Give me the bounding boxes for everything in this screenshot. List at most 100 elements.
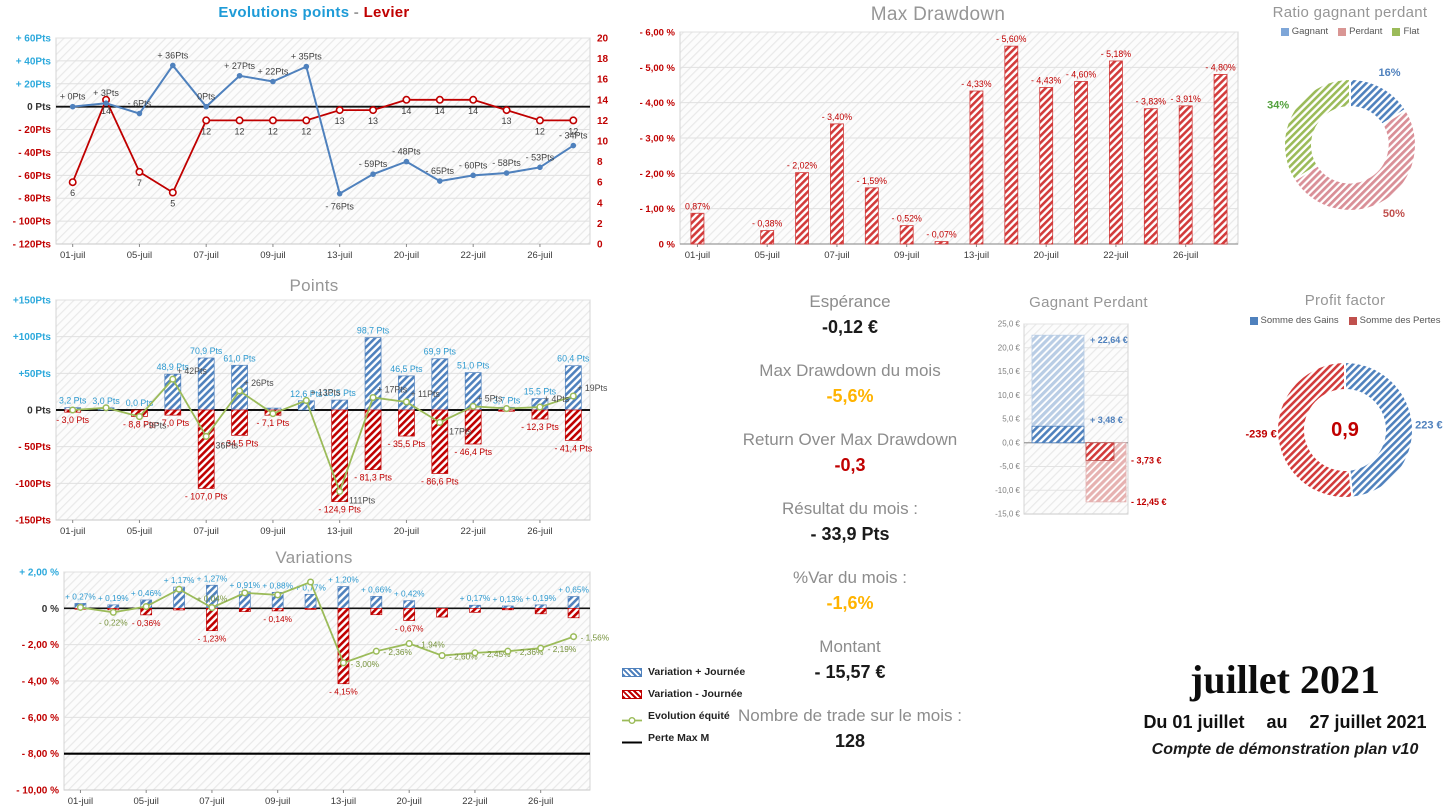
svg-text:61,0 Pts: 61,0 Pts xyxy=(223,353,256,363)
svg-text:- 0,22%: - 0,22% xyxy=(99,617,128,627)
svg-text:01-juil: 01-juil xyxy=(60,526,85,537)
svg-text:+ 35Pts: + 35Pts xyxy=(291,52,322,62)
svg-text:4: 4 xyxy=(597,198,603,209)
svg-text:- 12,45 €: - 12,45 € xyxy=(1131,497,1167,507)
svg-text:12: 12 xyxy=(235,126,245,136)
svg-text:+ 36Pts: + 36Pts xyxy=(157,50,188,60)
svg-text:+ 0,19%: + 0,19% xyxy=(98,593,129,603)
svg-text:01-juil: 01-juil xyxy=(685,250,710,261)
svg-text:51,0 Pts: 51,0 Pts xyxy=(457,361,490,371)
svg-text:14: 14 xyxy=(468,106,478,116)
svg-text:14: 14 xyxy=(401,106,411,116)
svg-text:- 6,00 %: - 6,00 % xyxy=(640,28,676,39)
ratio-donut-chart: 16% 50% 34% xyxy=(1267,67,1417,220)
stat-value: -1,6% xyxy=(826,593,874,613)
legend-label: Variation + Journée xyxy=(648,666,746,678)
stat-label: Résultat du mois : xyxy=(781,499,919,518)
legend-label: Evolution équité xyxy=(648,710,730,722)
svg-text:- 0,52%: - 0,52% xyxy=(892,214,922,224)
evolutions-title-text: Evolutions points xyxy=(218,4,350,21)
stat-label: Return Over Max Drawdown xyxy=(742,430,958,449)
svg-text:14: 14 xyxy=(101,106,111,116)
svg-text:22-juil: 22-juil xyxy=(461,250,486,261)
svg-text:+ 11Pts: + 11Pts xyxy=(410,389,440,399)
points-panel: Points +150Pts +100Pts +50Pts 0 Pts - 50Pts -… xyxy=(6,274,622,546)
svg-text:07-juil: 07-juil xyxy=(824,250,849,261)
svg-text:- 1,94%: - 1,94% xyxy=(416,640,445,650)
svg-text:-15,0 €: -15,0 € xyxy=(995,510,1020,519)
stat-value: -0,12 € xyxy=(821,317,879,337)
svg-text:- 9Pts: - 9Pts xyxy=(143,421,167,431)
monthly-stats: Espérance -0,12 € Max Drawdown du mois -5,6… xyxy=(700,292,1000,775)
svg-text:0 Pts: 0 Pts xyxy=(27,406,51,417)
legend-label: Variation - Journée xyxy=(648,688,743,700)
svg-text:+ 0,27%: + 0,27% xyxy=(65,591,96,601)
svg-text:20-juil: 20-juil xyxy=(394,526,419,537)
svg-text:-10,0 €: -10,0 € xyxy=(995,486,1020,495)
svg-text:+ 0,88%: + 0,88% xyxy=(262,580,293,590)
svg-text:+ 0,13%: + 0,13% xyxy=(492,594,523,604)
svg-text:13-juil: 13-juil xyxy=(964,250,989,261)
svg-text:2: 2 xyxy=(597,219,603,230)
svg-text:- 59Pts: - 59Pts xyxy=(359,159,388,169)
svg-text:12: 12 xyxy=(597,116,609,127)
svg-text:- 1,56%: - 1,56% xyxy=(581,633,610,643)
svg-text:14: 14 xyxy=(435,106,445,116)
svg-text:- 3,91%: - 3,91% xyxy=(1171,94,1201,104)
stat-value: -0,3 xyxy=(834,455,866,475)
svg-text:20,0 €: 20,0 € xyxy=(998,343,1021,352)
svg-text:- 2,00 %: - 2,00 % xyxy=(22,640,59,651)
svg-text:- 2,02%: - 2,02% xyxy=(787,161,817,171)
svg-text:-150Pts: -150Pts xyxy=(15,516,51,527)
svg-text:16%: 16% xyxy=(1378,67,1400,79)
variations-chart-legend: Variation + Journée Variation - Journée Ev… xyxy=(622,666,762,754)
svg-text:+ 0,91%: + 0,91% xyxy=(229,580,260,590)
profit-factor-panel: Profit factor Somme des Gains Somme des P… xyxy=(1242,290,1448,550)
svg-text:- 2,45%: - 2,45% xyxy=(482,649,511,659)
svg-text:+ 0,65%: + 0,65% xyxy=(558,585,589,595)
svg-text:13: 13 xyxy=(502,116,512,126)
svg-text:- 65Pts: - 65Pts xyxy=(426,166,455,176)
max-drawdown-panel: Max Drawdown - 6,00 % - 5,00 % - 4,00 % - 3… xyxy=(628,2,1248,274)
svg-text:- 4,80%: - 4,80% xyxy=(1205,62,1235,72)
svg-text:15,0 €: 15,0 € xyxy=(998,367,1021,376)
svg-text:- 6,00 %: - 6,00 % xyxy=(22,713,59,724)
stat-value: - 15,57 € xyxy=(814,662,886,682)
svg-text:- 80Pts: - 80Pts xyxy=(18,194,51,205)
svg-text:22-juil: 22-juil xyxy=(1103,250,1128,261)
gagnant-perdant-panel: Gagnant Perdant 25,0 € 20,0 € 15,0 € 10,0 €… xyxy=(986,292,1191,530)
svg-text:12: 12 xyxy=(568,126,578,136)
svg-text:05-juil: 05-juil xyxy=(127,250,152,261)
stat-item: Max Drawdown du mois -5,6% xyxy=(700,361,1000,407)
svg-text:- 3,0 Pts: - 3,0 Pts xyxy=(56,415,89,425)
svg-text:+ 1,20%: + 1,20% xyxy=(328,575,359,585)
period-start: Du 01 juillet xyxy=(1143,712,1245,732)
svg-text:+ 42Pts: + 42Pts xyxy=(177,366,208,376)
points-title: Points xyxy=(289,276,339,295)
stat-label: Nombre de trade sur le mois : xyxy=(738,706,962,725)
green-line-swatch xyxy=(622,712,642,724)
svg-text:- 7,0 Pts: - 7,0 Pts xyxy=(156,418,189,428)
svg-text:15,5 Pts: 15,5 Pts xyxy=(524,387,557,397)
svg-text:20-juil: 20-juil xyxy=(394,250,419,261)
svg-text:+ 22Pts: + 22Pts xyxy=(258,66,289,76)
svg-text:- 4,33%: - 4,33% xyxy=(961,79,991,89)
svg-text:- 3,83%: - 3,83% xyxy=(1136,97,1166,107)
svg-text:- 4,15%: - 4,15% xyxy=(329,687,358,697)
svg-text:09-juil: 09-juil xyxy=(260,526,285,537)
svg-text:+ 0,46%: + 0,46% xyxy=(131,588,162,598)
svg-text:+ 4Pts: + 4Pts xyxy=(544,394,570,404)
svg-text:69,9 Pts: 69,9 Pts xyxy=(424,347,457,357)
svg-text:-239 €: -239 € xyxy=(1246,429,1277,441)
svg-text:- 2,36%: - 2,36% xyxy=(383,647,412,657)
svg-text:- 107,0 Pts: - 107,0 Pts xyxy=(185,491,228,501)
svg-text:05-juil: 05-juil xyxy=(755,250,780,261)
evolutions-levier-panel: Evolutions points - Levier + 60Pts + 40Pt… xyxy=(6,2,622,274)
svg-text:+ 0,77%: + 0,77% xyxy=(295,582,326,592)
svg-text:10: 10 xyxy=(597,137,609,148)
legend-swatch xyxy=(1280,27,1289,36)
svg-text:- 2,19%: - 2,19% xyxy=(548,644,577,654)
svg-text:13,5 Pts: 13,5 Pts xyxy=(324,388,357,398)
svg-text:+ 26Pts: + 26Pts xyxy=(244,378,275,388)
svg-text:- 0,38%: - 0,38% xyxy=(752,219,782,229)
